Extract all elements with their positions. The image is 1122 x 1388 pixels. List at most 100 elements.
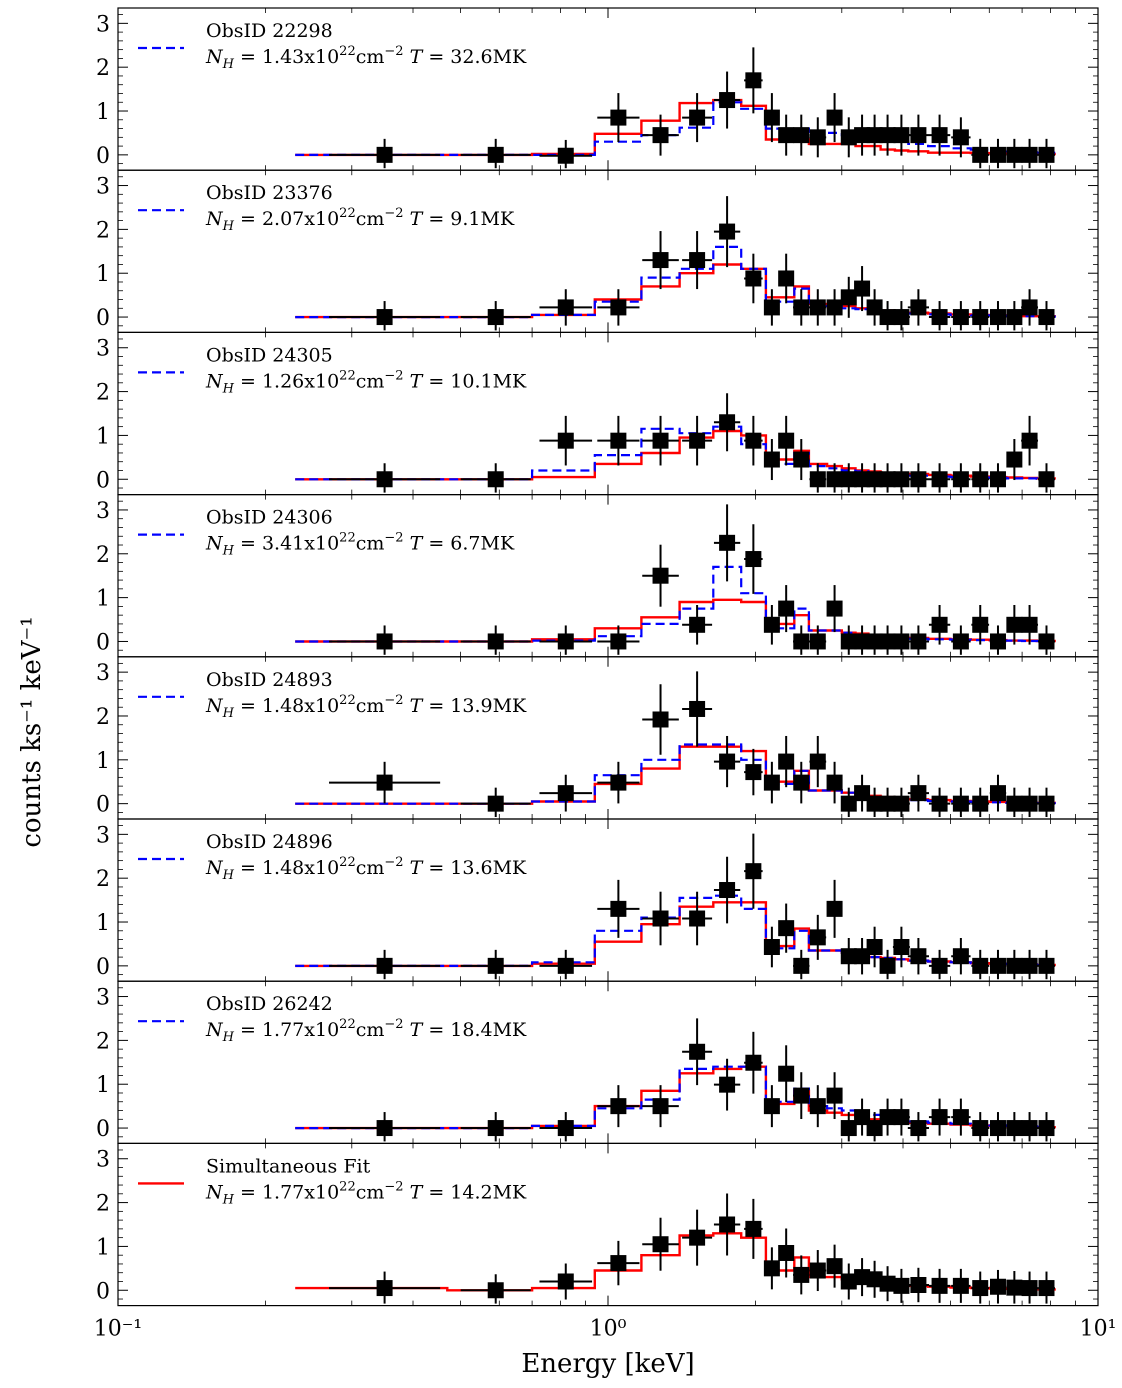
- data-marker: [972, 309, 989, 326]
- legend-obsid: ObsID 23376: [206, 182, 333, 204]
- data-marker: [689, 1229, 706, 1246]
- y-tick-label: 2: [96, 867, 110, 892]
- data-marker: [745, 432, 762, 449]
- data-marker: [989, 785, 1006, 802]
- data-point: [840, 625, 857, 655]
- data-marker: [931, 309, 948, 326]
- data-point: [907, 938, 929, 975]
- data-marker: [879, 471, 896, 488]
- data-marker: [557, 147, 574, 164]
- data-marker: [854, 471, 871, 488]
- data-point: [460, 138, 531, 169]
- data-point: [951, 938, 971, 975]
- data-marker: [763, 1260, 780, 1277]
- data-marker: [1021, 146, 1038, 163]
- data-point: [763, 926, 780, 968]
- data-marker: [557, 1120, 574, 1137]
- data-marker: [652, 910, 669, 927]
- data-point: [682, 93, 713, 143]
- data-marker: [893, 309, 910, 326]
- data-point: [329, 463, 441, 493]
- data-point: [713, 71, 741, 129]
- data-point: [840, 463, 857, 493]
- y-tick-label: 3: [96, 1148, 110, 1173]
- data-marker: [931, 471, 948, 488]
- data-point: [840, 276, 857, 318]
- data-marker: [854, 948, 871, 965]
- y-tick-label: 3: [96, 986, 110, 1011]
- data-marker: [487, 1120, 504, 1137]
- data-marker: [1006, 1120, 1023, 1137]
- data-marker: [989, 146, 1006, 163]
- data-point: [778, 1228, 795, 1278]
- data-marker: [854, 127, 871, 144]
- data-point: [329, 138, 441, 169]
- legend-obsid: Simultaneous Fit: [206, 1155, 371, 1177]
- data-marker: [866, 1120, 883, 1137]
- y-tick-label: 2: [96, 218, 110, 243]
- data-point: [971, 1112, 990, 1142]
- data-point: [809, 1085, 827, 1128]
- data-marker: [719, 223, 736, 240]
- legend-obsid: ObsID 22298: [206, 20, 333, 42]
- data-marker: [487, 957, 504, 974]
- data-point: [642, 1085, 679, 1128]
- data-marker: [952, 633, 969, 650]
- data-marker: [910, 785, 927, 802]
- y-tick-label: 1: [96, 1073, 110, 1098]
- data-point: [840, 787, 857, 817]
- data-marker: [879, 1275, 896, 1292]
- data-marker: [610, 1255, 627, 1272]
- data-marker: [879, 309, 896, 326]
- data-marker: [879, 795, 896, 812]
- data-marker: [763, 109, 780, 126]
- data-marker: [931, 127, 948, 144]
- data-marker: [826, 774, 843, 791]
- data-marker: [763, 451, 780, 468]
- data-point: [744, 415, 763, 466]
- data-marker: [893, 471, 910, 488]
- data-point: [892, 1098, 910, 1136]
- data-point: [1006, 1271, 1023, 1304]
- data-point: [793, 761, 810, 804]
- data-marker: [854, 280, 871, 297]
- data-point: [879, 301, 896, 331]
- data-point: [907, 463, 929, 493]
- data-point: [682, 671, 713, 747]
- data-marker: [610, 432, 627, 449]
- data-point: [989, 1112, 1007, 1142]
- data-point: [778, 903, 795, 953]
- data-point: [951, 787, 971, 817]
- data-marker: [376, 1120, 393, 1137]
- data-point: [951, 625, 971, 655]
- data-marker: [809, 1098, 826, 1115]
- data-marker: [778, 600, 795, 617]
- data-point: [329, 625, 441, 655]
- data-marker: [376, 774, 393, 791]
- data-point: [778, 114, 795, 156]
- data-marker: [952, 795, 969, 812]
- data-point: [826, 761, 843, 804]
- data-marker: [931, 1109, 948, 1126]
- data-point: [971, 138, 990, 169]
- data-point: [971, 463, 990, 493]
- data-point: [1006, 138, 1023, 169]
- data-point: [682, 891, 713, 946]
- data-marker: [809, 471, 826, 488]
- data-point: [1021, 604, 1039, 645]
- data-marker: [778, 1065, 795, 1082]
- data-point: [460, 625, 531, 655]
- data-point: [879, 787, 896, 817]
- data-point: [854, 1098, 871, 1136]
- data-point: [840, 1263, 857, 1300]
- data-marker: [989, 633, 1006, 650]
- y-tick-label: 1: [96, 749, 110, 774]
- data-point: [809, 1250, 827, 1292]
- legend-obsid: ObsID 24306: [206, 507, 333, 529]
- data-point: [892, 787, 910, 817]
- data-marker: [826, 1258, 843, 1275]
